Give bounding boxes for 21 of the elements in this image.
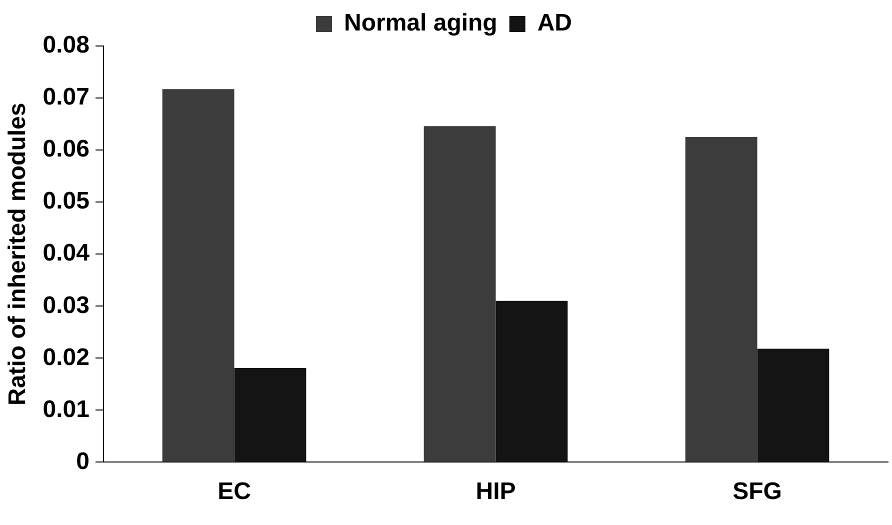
y-tick-label: 0.07	[42, 84, 90, 111]
y-tick-label: 0.03	[42, 292, 90, 319]
y-tick-label: 0.02	[42, 344, 90, 371]
y-tick-label: 0	[76, 448, 90, 475]
x-tick-label: EC	[218, 478, 251, 506]
bar	[496, 300, 568, 462]
x-tick-label: SFG	[732, 478, 782, 506]
bar	[685, 137, 758, 462]
y-axis-title: Ratio of inherited modules	[4, 102, 32, 406]
y-tick-label: 0.06	[42, 136, 90, 163]
y-tick-label: 0.01	[42, 396, 90, 423]
y-tick-label: 0.04	[42, 240, 90, 267]
legend-label: AD	[537, 10, 572, 37]
bar	[424, 126, 496, 462]
y-tick-label: 0.08	[42, 32, 90, 59]
y-tick-label: 0.05	[42, 188, 90, 215]
x-tick-label: HIP	[476, 478, 516, 506]
legend-label: Normal aging	[344, 10, 498, 37]
bar	[162, 89, 234, 462]
bar	[757, 348, 830, 462]
bar	[234, 368, 306, 462]
